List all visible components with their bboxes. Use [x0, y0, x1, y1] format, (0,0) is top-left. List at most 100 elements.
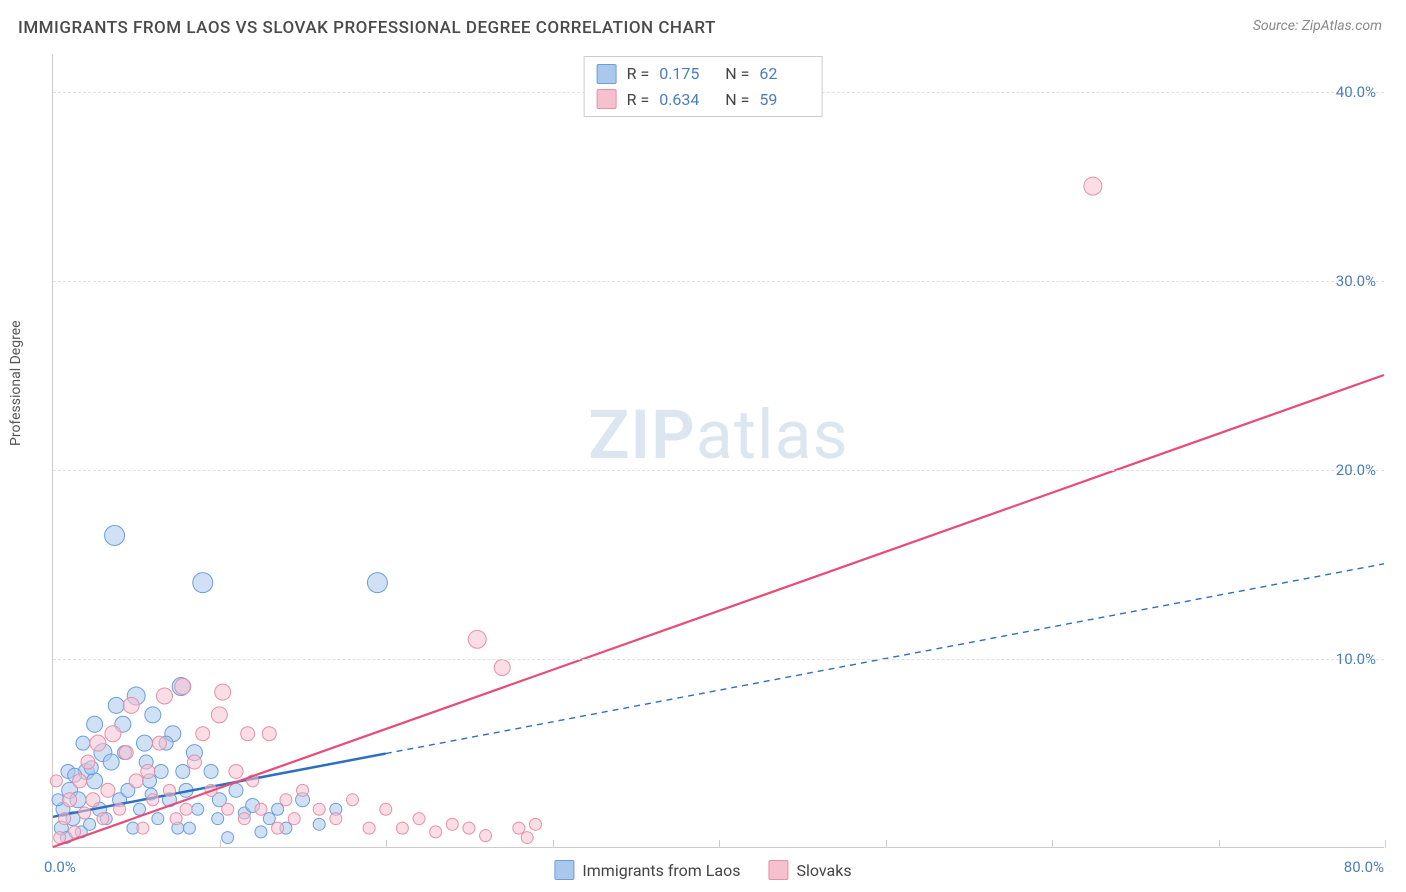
data-point — [330, 813, 342, 825]
data-point — [87, 716, 103, 732]
data-point — [86, 793, 100, 807]
data-point — [84, 818, 96, 830]
trend-line — [53, 375, 1384, 847]
stats-row-slovaks: R = 0.634 N = 59 — [597, 87, 810, 113]
data-point — [196, 727, 210, 741]
data-point — [413, 813, 425, 825]
y-tick-label: 40.0% — [1336, 83, 1376, 101]
data-point — [241, 727, 255, 741]
data-point — [255, 803, 267, 815]
data-point — [313, 803, 325, 815]
data-point — [222, 803, 234, 815]
data-point — [193, 573, 213, 593]
data-point — [204, 764, 218, 778]
data-point — [346, 794, 358, 806]
data-point — [297, 784, 309, 796]
data-point — [192, 803, 204, 815]
data-point — [446, 818, 458, 830]
r-label: R = — [627, 87, 650, 113]
data-point — [76, 736, 90, 750]
source-attribution: Source: ZipAtlas.com — [1253, 18, 1382, 34]
swatch-laos — [597, 64, 617, 84]
data-point — [175, 679, 191, 695]
data-point — [123, 697, 139, 713]
data-point — [81, 755, 95, 769]
data-point — [97, 813, 109, 825]
y-axis-label: Professional Degree — [8, 320, 24, 446]
swatch-slovaks — [597, 89, 617, 109]
legend-label-laos: Immigrants from Laos — [582, 861, 740, 880]
data-point — [263, 813, 275, 825]
data-point — [180, 803, 192, 815]
data-point — [108, 697, 124, 713]
data-point — [521, 832, 533, 844]
data-point — [176, 764, 190, 778]
data-point — [87, 773, 103, 789]
data-point — [211, 707, 227, 723]
r-value-slovaks: 0.634 — [659, 87, 709, 113]
n-value-slovaks: 59 — [759, 87, 809, 113]
data-point — [529, 818, 541, 830]
data-point — [163, 784, 175, 796]
data-point — [229, 764, 243, 778]
n-label: N = — [725, 87, 749, 113]
data-point — [154, 764, 168, 778]
data-point — [59, 813, 71, 825]
gridline — [53, 659, 1384, 660]
data-point — [272, 803, 284, 815]
data-point — [468, 630, 486, 648]
r-value-laos: 0.175 — [659, 61, 709, 87]
r-label: R = — [627, 61, 650, 87]
data-point — [313, 818, 325, 830]
n-value-laos: 62 — [759, 61, 809, 87]
data-point — [73, 774, 87, 788]
data-point — [50, 775, 62, 787]
data-point — [367, 573, 387, 593]
data-point — [222, 832, 234, 844]
bottom-legend: Immigrants from Laos Slovaks — [554, 860, 851, 880]
gridline — [53, 281, 1384, 282]
data-point — [141, 764, 155, 778]
data-point — [229, 783, 243, 797]
data-point — [152, 813, 164, 825]
data-point — [280, 794, 292, 806]
data-point — [288, 813, 300, 825]
data-point — [430, 826, 442, 838]
legend-label-slovaks: Slovaks — [796, 861, 851, 880]
y-tick-label: 20.0% — [1336, 461, 1376, 479]
data-point — [1084, 177, 1102, 195]
x-tick — [886, 840, 887, 848]
data-point — [463, 822, 475, 834]
data-point — [396, 822, 408, 834]
data-point — [212, 813, 224, 825]
data-point — [215, 684, 231, 700]
legend-item-laos: Immigrants from Laos — [554, 860, 740, 880]
data-point — [170, 813, 182, 825]
plot-svg — [53, 54, 1384, 847]
data-point — [137, 822, 149, 834]
x-max-label: 80.0% — [1344, 858, 1384, 876]
data-point — [513, 822, 525, 834]
gridline — [53, 470, 1384, 471]
stats-legend: R = 0.175 N = 62 R = 0.634 N = 59 — [584, 56, 823, 117]
data-point — [147, 794, 159, 806]
swatch-slovaks — [768, 860, 788, 880]
x-tick — [719, 840, 720, 848]
data-point — [103, 754, 119, 770]
chart-title: IMMIGRANTS FROM LAOS VS SLOVAK PROFESSIO… — [18, 18, 716, 38]
x-tick — [1219, 840, 1220, 848]
data-point — [79, 807, 91, 819]
x-tick — [1052, 840, 1053, 848]
data-point — [129, 774, 143, 788]
data-point — [238, 813, 250, 825]
data-point — [363, 822, 375, 834]
data-point — [380, 803, 392, 815]
data-point — [114, 803, 126, 815]
data-point — [272, 822, 284, 834]
x-origin-label: 0.0% — [44, 858, 76, 876]
data-point — [262, 727, 276, 741]
x-tick — [1385, 840, 1386, 848]
data-point — [137, 735, 153, 751]
data-point — [54, 832, 66, 844]
data-point — [145, 707, 161, 723]
